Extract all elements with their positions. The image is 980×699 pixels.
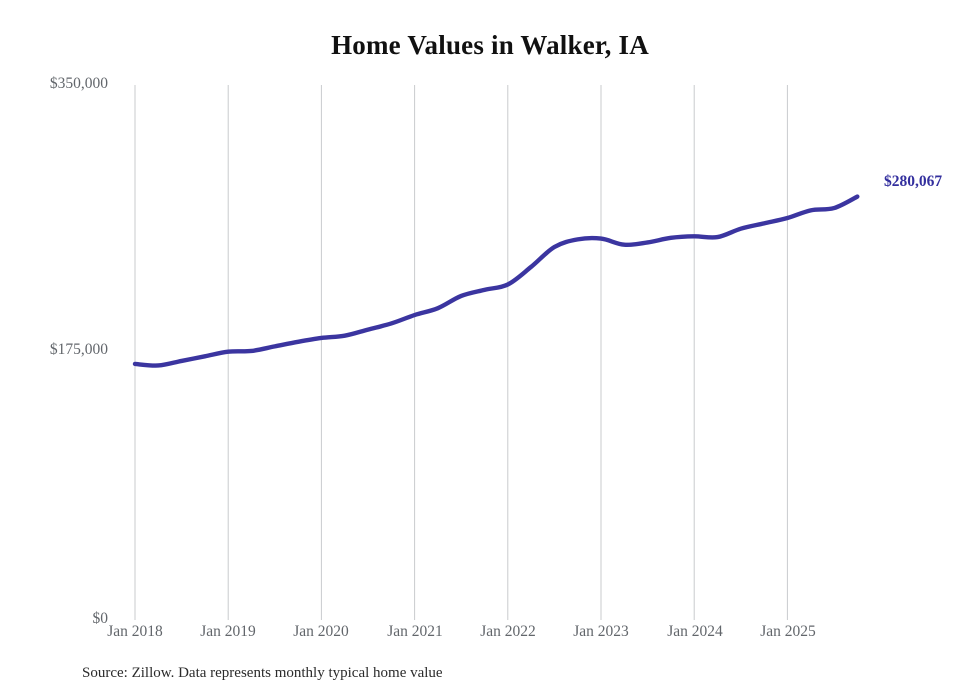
x-axis-tick-jan-2022: Jan 2022 xyxy=(480,623,536,640)
source-note: Source: Zillow. Data represents monthly … xyxy=(82,665,443,681)
x-axis-tick-jan-2018: Jan 2018 xyxy=(107,623,163,640)
x-axis-tick-jan-2021: Jan 2021 xyxy=(387,623,443,640)
value-line-path xyxy=(132,194,860,368)
x-axis-tick-jan-2019: Jan 2019 xyxy=(200,623,256,640)
y-axis-tick-175000: $175,000 xyxy=(49,341,108,358)
y-axis-tick-0: $0 xyxy=(92,610,109,627)
y-axis-tick-350000: $350,000 xyxy=(49,75,108,92)
end-value-annotation: $280,067 xyxy=(884,173,943,190)
x-axis-tick-jan-2020: Jan 2020 xyxy=(293,623,349,640)
chart-title: Home Values in Walker, IA xyxy=(331,30,649,60)
x-axis-tick-jan-2025: Jan 2025 xyxy=(760,623,816,640)
x-axis-tick-jan-2024: Jan 2024 xyxy=(667,623,723,640)
x-axis-tick-jan-2023: Jan 2023 xyxy=(573,623,629,640)
